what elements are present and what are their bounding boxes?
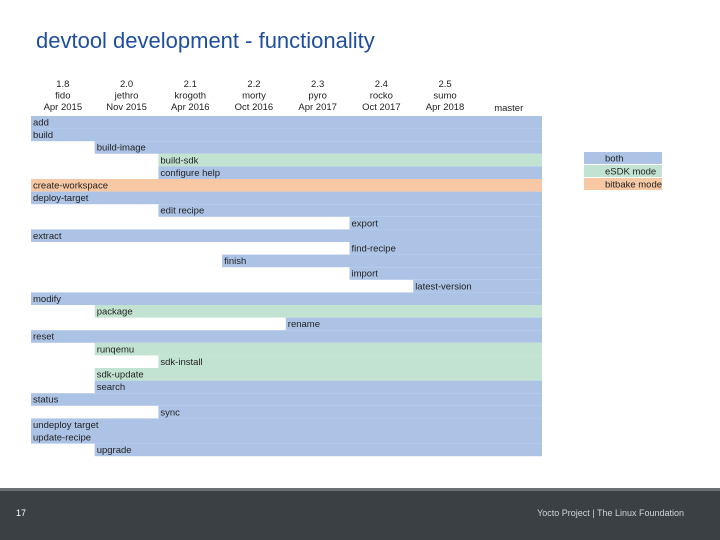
command-label-latest-version: latest-version	[415, 281, 472, 292]
release-header-2-date: Apr 2016	[171, 102, 210, 113]
release-header-6-date: Apr 2018	[426, 102, 465, 113]
slide-footer: 17 Yocto Project | The Linux Foundation	[0, 488, 720, 540]
command-label-status: status	[33, 395, 59, 406]
command-bar-rename	[285, 317, 542, 331]
command-label-build-sdk: build-sdk	[160, 155, 198, 166]
command-bar-upgrade	[94, 443, 542, 457]
footer-stripe	[0, 488, 720, 491]
release-header-0-name: fido	[55, 91, 70, 102]
command-bar-export	[349, 216, 542, 230]
release-header-1-date: Nov 2015	[106, 102, 147, 113]
release-header-1-name: jethro	[114, 91, 139, 102]
command-bar-build-sdk	[158, 153, 542, 167]
release-header-5-name: rocko	[370, 91, 393, 102]
command-bar-latest-version	[413, 279, 542, 293]
command-bar-finish	[222, 254, 542, 268]
release-header-3-date: Oct 2016	[235, 102, 274, 113]
command-label-build-image: build-image	[97, 143, 146, 154]
command-label-configure-help: configure help	[160, 168, 220, 179]
release-header-7-name: master	[494, 103, 523, 114]
command-label-finish: finish	[224, 256, 246, 267]
legend-swatch-bitbake	[584, 178, 662, 190]
command-label-find-recipe: find-recipe	[352, 244, 396, 255]
release-header-4-name: pyro	[308, 91, 326, 102]
command-bar-configure-help	[158, 166, 542, 179]
release-header-5-date: Oct 2017	[362, 102, 401, 113]
command-label-reset: reset	[33, 332, 54, 343]
command-label-create-workspace: create-workspace	[33, 181, 108, 192]
command-label-export: export	[352, 218, 379, 229]
command-bar-find-recipe	[349, 242, 542, 255]
command-bar-reset	[31, 330, 542, 343]
command-label-add: add	[33, 118, 49, 129]
command-label-build: build	[33, 130, 53, 141]
command-label-undeploy-target: undeploy target	[33, 420, 99, 431]
release-header-6-name: sumo	[433, 91, 456, 102]
command-label-update-recipe: update-recipe	[33, 433, 91, 444]
command-label-upgrade: upgrade	[97, 445, 132, 456]
command-bar-build	[31, 128, 542, 142]
command-label-sdk-install: sdk-install	[160, 357, 202, 368]
release-header-0-version: 1.8	[56, 79, 69, 90]
command-label-sync: sync	[160, 407, 180, 418]
legend-swatch-esdk	[584, 165, 662, 177]
command-label-modify: modify	[33, 294, 61, 305]
command-bar-runqemu	[94, 342, 542, 356]
command-bar-sdk-install	[158, 355, 542, 368]
command-label-package: package	[97, 307, 133, 318]
command-bar-add	[31, 116, 542, 129]
legend: both eSDK mode bitbake mode	[584, 152, 662, 191]
command-bar-status	[31, 393, 542, 406]
release-header-4-date: Apr 2017	[298, 102, 337, 113]
command-bar-undeploy-target	[31, 418, 542, 431]
release-header-0-date: Apr 2015	[44, 102, 83, 113]
release-header-5-version: 2.4	[375, 79, 388, 90]
release-header-3-name: morty	[242, 91, 266, 102]
legend-label-bitbake: bitbake mode	[605, 180, 662, 191]
command-bar-import	[349, 267, 542, 280]
release-header-6-version: 2.5	[438, 79, 451, 90]
release-header-2-version: 2.1	[184, 79, 197, 90]
slide-title: devtool development - functionality	[36, 28, 375, 53]
command-label-extract: extract	[33, 231, 62, 242]
legend-swatch-both	[584, 152, 662, 164]
release-header-4-version: 2.3	[311, 79, 324, 90]
command-bar-create-workspace	[31, 179, 542, 192]
release-header-2-name: krogoth	[174, 91, 206, 102]
command-bar-update-recipe	[31, 431, 542, 444]
footer-text: Yocto Project | The Linux Foundation	[537, 508, 684, 518]
command-label-runqemu: runqemu	[97, 344, 135, 355]
command-bar-extract	[31, 229, 542, 242]
command-bar-package	[94, 305, 542, 318]
command-bar-deploy-target	[31, 191, 542, 205]
command-bar-edit-recipe	[158, 204, 542, 217]
command-bar-sdk-update	[94, 368, 542, 381]
legend-label-both: both	[605, 154, 624, 165]
release-header-3-version: 2.2	[247, 79, 260, 90]
command-label-search: search	[97, 382, 126, 393]
command-label-deploy-target: deploy-target	[33, 193, 89, 204]
command-label-rename: rename	[288, 319, 320, 330]
command-bar-modify	[31, 292, 542, 305]
release-header-1-version: 2.0	[120, 79, 133, 90]
command-label-import: import	[352, 269, 379, 280]
legend-label-esdk: eSDK mode	[605, 167, 656, 178]
command-bar-build-image	[94, 141, 542, 154]
command-label-edit-recipe: edit recipe	[160, 206, 204, 217]
command-bar-sync	[158, 405, 542, 419]
slide-number: 17	[16, 508, 27, 518]
command-label-sdk-update: sdk-update	[97, 370, 144, 381]
command-bar-search	[94, 380, 542, 394]
